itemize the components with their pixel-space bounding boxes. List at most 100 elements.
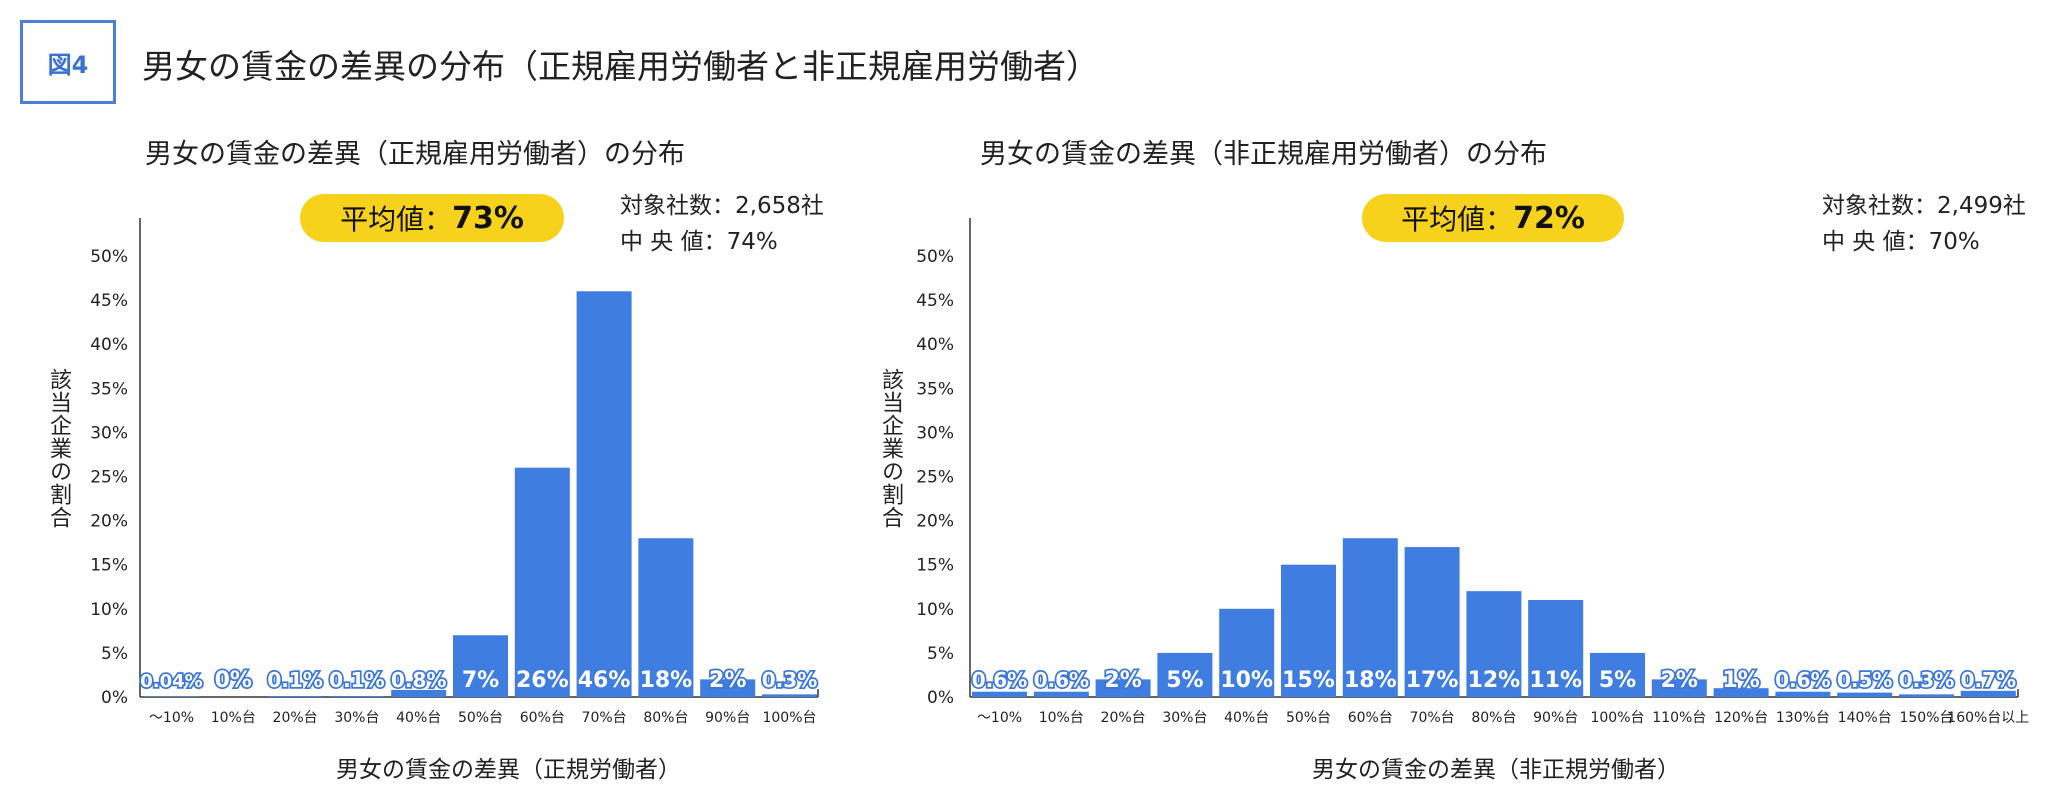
average-label: 平均値： [340,203,453,236]
data-label: 2% [709,668,746,693]
x-tick-label: 10%台 [211,710,256,726]
y-tick-label: 15% [916,556,954,576]
x-tick-label: 70%台 [1410,710,1455,726]
bar [1590,652,1645,697]
x-tick-label: 140%台 [1838,710,1892,726]
x-tick-label: 110%台 [1652,710,1706,726]
y-tick-label: 30% [916,423,954,443]
count-value: 2,658社 [735,193,824,219]
average-value: 72% [1513,200,1585,236]
x-tick-label: 〜10% [977,710,1022,726]
y-tick-label: 35% [90,379,128,399]
bar [329,696,385,697]
x-tick-label: 20%台 [273,710,318,726]
x-tick-label: 150%台 [1899,710,1953,726]
data-label: 0.6% [972,668,1027,692]
stats-block: 対象社数：2,658社 中 央 値：74% [620,188,824,260]
bar [1157,652,1213,697]
x-tick-label: 40%台 [396,710,441,726]
x-tick-label: 40%台 [1224,710,1269,726]
bar [1342,538,1398,697]
bar [762,694,817,697]
y-tick-label: 5% [927,644,954,664]
data-label: 26% [516,668,569,693]
y-tick-label: 0% [101,688,128,708]
y-tick-label: 50% [916,247,954,267]
y-tick-label: 20% [916,512,954,532]
data-label: 0% [215,668,252,693]
bar [1899,694,1954,697]
data-label: 0.04% [140,671,202,692]
bar [638,538,694,697]
x-tick-label: 〜10% [149,710,194,726]
data-label: 17% [1406,668,1459,693]
data-label: 0.6% [1775,668,1830,692]
count-value: 2,499社 [1937,193,2026,219]
y-tick-label: 0% [927,688,954,708]
average-badge: 平均値： 73% [300,194,564,242]
bar [1713,688,1769,697]
x-tick-label: 100%台 [1590,710,1644,726]
median-value: 70% [1928,229,1980,255]
x-axis-label: 男女の賃金の差異（正規労働者） [336,757,681,783]
data-label: 0.1% [267,668,322,692]
bar [700,679,756,697]
y-tick-label: 45% [916,291,954,311]
y-tick-label: 40% [916,335,954,355]
data-label: 18% [640,668,693,693]
data-label: 0.3% [762,668,817,692]
figure-number-badge: 図4 [20,20,116,104]
x-tick-label: 80%台 [1471,710,1516,726]
data-label: 15% [1282,668,1335,693]
y-axis-label: 該当企業の割合 [878,368,903,529]
y-tick-label: 35% [916,379,954,399]
data-label: 5% [1166,668,1203,693]
median-label: 中 央 値： [620,229,727,255]
data-label: 5% [1599,668,1636,693]
average-value: 73% [452,200,524,236]
data-label: 0.5% [1837,668,1892,692]
x-tick-label: 90%台 [705,710,750,726]
bar [1837,692,1893,697]
chart-title: 男女の賃金の差異（正規雇用労働者）の分布 [145,139,685,170]
y-tick-label: 25% [90,468,128,488]
bar [1960,690,2016,697]
data-label: 12% [1468,668,1521,693]
median-value: 74% [726,229,778,255]
data-label: 0.1% [329,668,384,692]
x-tick-label: 30%台 [334,710,379,726]
x-tick-label: 50%台 [458,710,503,726]
y-tick-label: 45% [90,291,128,311]
bar [267,696,323,697]
y-tick-label: 15% [90,556,128,576]
bar [972,691,1027,697]
x-tick-label: 30%台 [1162,710,1207,726]
bar [1466,591,1522,697]
y-tick-label: 10% [916,600,954,620]
average-label: 平均値： [1401,203,1514,236]
count-label: 対象社数： [620,193,735,219]
average-badge: 平均値： 72% [1362,194,1624,242]
x-tick-label: 60%台 [520,710,565,726]
x-tick-label: 70%台 [582,710,627,726]
median-label: 中 央 値： [1822,229,1929,255]
data-label: 0.8% [391,668,446,692]
data-label: 10% [1220,668,1273,693]
x-axis-label: 男女の賃金の差異（非正規労働者） [1312,757,1680,783]
bar [1404,547,1460,697]
y-tick-label: 50% [90,247,128,267]
data-label: 7% [462,668,499,693]
x-tick-label: 120%台 [1714,710,1768,726]
x-tick-label: 20%台 [1101,710,1146,726]
data-label: 2% [1661,668,1698,693]
x-tick-label: 160%台以上 [1947,710,2029,726]
y-axis-label: 該当企業の割合 [46,368,71,529]
count-label: 対象社数： [1822,193,1937,219]
bar [453,635,508,697]
y-tick-label: 10% [90,600,128,620]
data-label: 11% [1529,668,1582,693]
bar [1528,599,1584,697]
bar [1281,564,1336,697]
x-tick-label: 100%台 [762,710,816,726]
